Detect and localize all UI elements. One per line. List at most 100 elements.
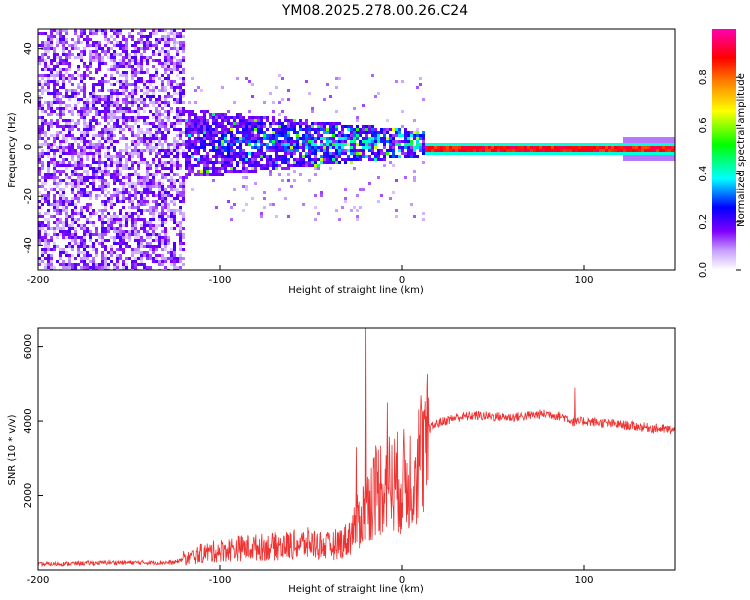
- heatmap-cell: [308, 134, 311, 137]
- heatmap-cell: [38, 116, 41, 119]
- heatmap-cell: [155, 74, 158, 77]
- heatmap-cell: [44, 32, 47, 35]
- heatmap-cell: [47, 77, 50, 80]
- heatmap-cell: [131, 38, 134, 41]
- heatmap-cell: [203, 125, 206, 128]
- heatmap-cell: [476, 143, 479, 146]
- heatmap-cell: [80, 158, 83, 161]
- heatmap-cell: [137, 155, 140, 158]
- heatmap-cell: [47, 128, 50, 131]
- heatmap-cell: [119, 239, 122, 242]
- heatmap-cell: [113, 83, 116, 86]
- heatmap-cell: [44, 200, 47, 203]
- heatmap-cell: [380, 140, 383, 143]
- heatmap-cell: [221, 122, 224, 125]
- heatmap-cell: [461, 149, 464, 152]
- heatmap-cell: [44, 230, 47, 233]
- heatmap-cell: [101, 143, 104, 146]
- heatmap-cell: [224, 137, 227, 140]
- heatmap-cell: [248, 143, 251, 146]
- heatmap-cell: [422, 146, 425, 149]
- heatmap-cell: [173, 128, 176, 131]
- heatmap-cell: [233, 137, 236, 140]
- heatmap-cell: [167, 128, 170, 131]
- heatmap-cell: [248, 122, 251, 125]
- heatmap-cell: [170, 263, 173, 266]
- heatmap-cell: [626, 143, 629, 146]
- heatmap-cell: [101, 266, 104, 269]
- heatmap-cell: [164, 89, 167, 92]
- heatmap-cell: [224, 146, 227, 149]
- heatmap-cell: [74, 206, 77, 209]
- heatmap-cell: [80, 227, 83, 230]
- heatmap-cell: [179, 92, 182, 95]
- heatmap-cell: [398, 131, 401, 134]
- heatmap-cell: [275, 122, 278, 125]
- heatmap-cell: [200, 146, 203, 149]
- heatmap-cell: [164, 116, 167, 119]
- heatmap-cell: [266, 161, 269, 164]
- heatmap-cell: [176, 173, 179, 176]
- heatmap-cell: [65, 251, 68, 254]
- heatmap-cell: [182, 149, 185, 152]
- heatmap-cell: [71, 182, 74, 185]
- heatmap-cell: [209, 125, 212, 128]
- heatmap-cell: [101, 224, 104, 227]
- heatmap-cell: [89, 92, 92, 95]
- heatmap-cell: [302, 143, 305, 146]
- heatmap-cell: [71, 233, 74, 236]
- heatmap-cell: [131, 71, 134, 74]
- heatmap-cell: [134, 257, 137, 260]
- heatmap-cell: [200, 143, 203, 146]
- heatmap-cell: [113, 29, 116, 32]
- heatmap-cell: [113, 44, 116, 47]
- heatmap-cell: [65, 173, 68, 176]
- heatmap-cell: [161, 122, 164, 125]
- heatmap-cell: [116, 119, 119, 122]
- heatmap-cell: [143, 176, 146, 179]
- heatmap-cell: [164, 200, 167, 203]
- heatmap-cell: [263, 155, 266, 158]
- heatmap-cell: [137, 116, 140, 119]
- heatmap-cell: [113, 173, 116, 176]
- heatmap-cell: [320, 191, 323, 194]
- heatmap-cell: [176, 224, 179, 227]
- heatmap-cell: [128, 218, 131, 221]
- heatmap-cell: [53, 143, 56, 146]
- heatmap-cell: [419, 146, 422, 149]
- heatmap-cell: [176, 152, 179, 155]
- heatmap-cell: [107, 164, 110, 167]
- heatmap-cell: [89, 125, 92, 128]
- heatmap-cell: [164, 197, 167, 200]
- heatmap-cell: [122, 38, 125, 41]
- heatmap-cell: [74, 185, 77, 188]
- heatmap-cell: [113, 218, 116, 221]
- heatmap-cell: [182, 212, 185, 215]
- heatmap-cell: [83, 248, 86, 251]
- heatmap-cell: [113, 230, 116, 233]
- heatmap-cell: [257, 155, 260, 158]
- heatmap-cell: [230, 125, 233, 128]
- heatmap-cell: [359, 131, 362, 134]
- heatmap-cell: [257, 119, 260, 122]
- heatmap-cell: [122, 83, 125, 86]
- heatmap-cell: [428, 152, 431, 155]
- heatmap-cell: [176, 167, 179, 170]
- heatmap-cell: [74, 212, 77, 215]
- heatmap-cell: [194, 131, 197, 134]
- heatmap-cell: [65, 107, 68, 110]
- heatmap-cell: [335, 209, 338, 212]
- heatmap-cell: [266, 128, 269, 131]
- heatmap-cell: [137, 140, 140, 143]
- heatmap-cell: [302, 155, 305, 158]
- heatmap-cell: [344, 197, 347, 200]
- heatmap-cell: [374, 146, 377, 149]
- heatmap-cell: [62, 197, 65, 200]
- heatmap-cell: [65, 203, 68, 206]
- heatmap-cell: [269, 140, 272, 143]
- heatmap-cell: [155, 164, 158, 167]
- heatmap-cell: [275, 143, 278, 146]
- heatmap-cell: [299, 173, 302, 176]
- heatmap-cell: [179, 221, 182, 224]
- heatmap-cell: [131, 152, 134, 155]
